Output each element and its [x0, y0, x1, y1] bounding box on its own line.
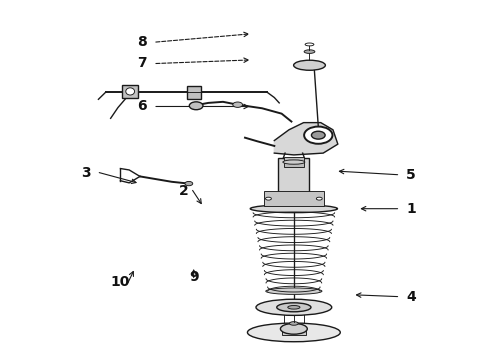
FancyBboxPatch shape [282, 329, 306, 335]
Ellipse shape [189, 102, 203, 110]
Ellipse shape [250, 205, 338, 213]
Ellipse shape [247, 323, 340, 342]
FancyBboxPatch shape [122, 85, 138, 98]
Ellipse shape [288, 306, 300, 309]
Ellipse shape [185, 181, 193, 186]
Text: 7: 7 [138, 57, 147, 71]
Text: 5: 5 [406, 168, 416, 182]
Text: 4: 4 [406, 289, 416, 303]
Ellipse shape [283, 160, 305, 164]
Ellipse shape [266, 288, 322, 294]
Ellipse shape [233, 102, 243, 107]
Ellipse shape [317, 197, 322, 200]
Ellipse shape [280, 323, 307, 334]
Text: 1: 1 [406, 202, 416, 216]
Ellipse shape [305, 43, 314, 46]
Ellipse shape [290, 321, 298, 325]
FancyBboxPatch shape [278, 158, 310, 208]
Text: 6: 6 [138, 99, 147, 113]
Text: 3: 3 [81, 166, 91, 180]
Text: 9: 9 [189, 270, 198, 284]
Ellipse shape [294, 60, 325, 70]
Ellipse shape [277, 303, 311, 312]
Ellipse shape [266, 197, 271, 200]
Ellipse shape [126, 88, 135, 95]
Polygon shape [274, 123, 338, 155]
Text: 8: 8 [138, 35, 147, 49]
Ellipse shape [304, 50, 315, 53]
FancyBboxPatch shape [264, 192, 324, 206]
FancyBboxPatch shape [187, 86, 200, 99]
Text: 10: 10 [111, 275, 130, 289]
FancyBboxPatch shape [284, 157, 304, 167]
Ellipse shape [304, 127, 332, 144]
Ellipse shape [256, 299, 332, 315]
Text: 2: 2 [179, 184, 189, 198]
Ellipse shape [312, 131, 325, 139]
